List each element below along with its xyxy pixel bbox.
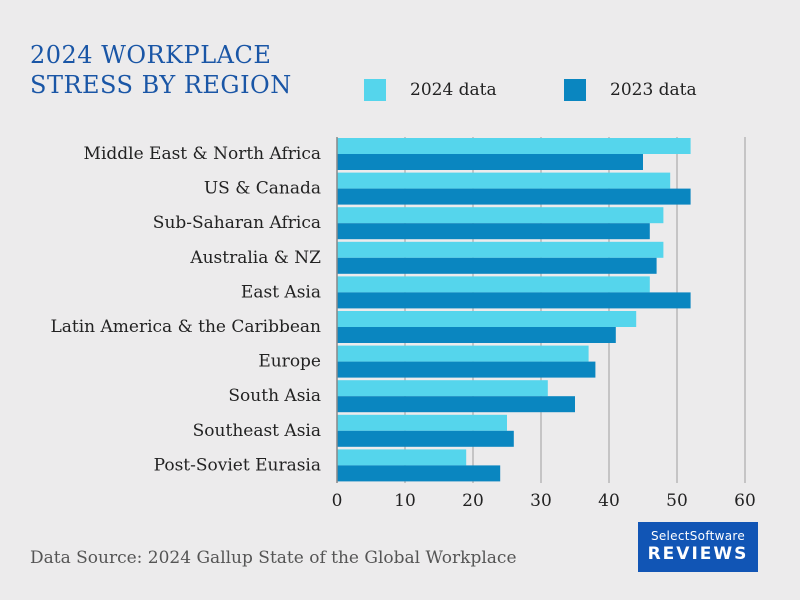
bar-2024-5 [337, 311, 637, 327]
legend-swatch-2023 [564, 79, 586, 101]
bar-2024-0 [337, 138, 691, 154]
category-label-4: East Asia [241, 282, 321, 302]
legend-label-2023: 2023 data [610, 80, 697, 100]
category-label-9: Post-Soviet Eurasia [154, 455, 321, 475]
bar-2024-6 [337, 345, 589, 362]
bar-2024-8 [337, 414, 507, 431]
legend-label-2024: 2024 data [410, 80, 497, 100]
bar-2024-9 [337, 449, 467, 466]
bar-2023-6 [337, 361, 596, 378]
bar-2023-0 [337, 154, 643, 170]
x-tick-label-0: 0 [332, 491, 343, 511]
data-source-note: Data Source: 2024 Gallup State of the Gl… [30, 548, 517, 568]
category-label-8: Southeast Asia [193, 421, 321, 441]
category-label-3: Australia & NZ [189, 248, 321, 268]
legend-swatch-2024 [364, 79, 386, 101]
x-tick-label-20: 20 [462, 491, 484, 511]
bar-2024-1 [337, 172, 671, 189]
brand-logo: SelectSoftware REVIEWS [638, 522, 758, 572]
category-label-0: Middle East & North Africa [84, 144, 321, 164]
chart-title-line-2: STRESS BY REGION [30, 71, 292, 99]
x-tick-label-40: 40 [598, 491, 620, 511]
x-tick-label-10: 10 [394, 491, 416, 511]
category-label-7: South Asia [228, 386, 321, 406]
logo-line-2: REVIEWS [647, 544, 749, 564]
bar-2023-9 [337, 465, 501, 482]
bar-2024-4 [337, 276, 650, 293]
bar-2023-4 [337, 292, 691, 309]
logo-line-1: SelectSoftware [650, 529, 746, 543]
x-tick-label-30: 30 [530, 491, 552, 511]
bar-2023-5 [337, 327, 616, 343]
bar-2023-7 [337, 396, 575, 413]
bar-2024-2 [337, 207, 664, 224]
category-label-6: Europe [258, 352, 321, 372]
bar-2023-3 [337, 257, 657, 274]
category-label-5: Latin America & the Caribbean [50, 317, 321, 337]
category-label-2: Sub-Saharan Africa [153, 213, 321, 233]
legend-item-2024: 2024 data [364, 78, 497, 102]
bar-2024-7 [337, 380, 548, 397]
chart-title-line-1: 2024 WORKPLACE [30, 41, 272, 69]
bar-2023-1 [337, 188, 691, 205]
x-tick-label-60: 60 [734, 491, 756, 511]
category-label-1: US & Canada [204, 179, 321, 199]
x-tick-label-50: 50 [666, 491, 688, 511]
bar-2024-3 [337, 241, 664, 258]
legend-item-2023: 2023 data [564, 78, 697, 102]
bar-2023-8 [337, 430, 514, 447]
chart-title: 2024 WORKPLACE STRESS BY REGION [30, 40, 330, 100]
bar-2023-2 [337, 223, 650, 240]
